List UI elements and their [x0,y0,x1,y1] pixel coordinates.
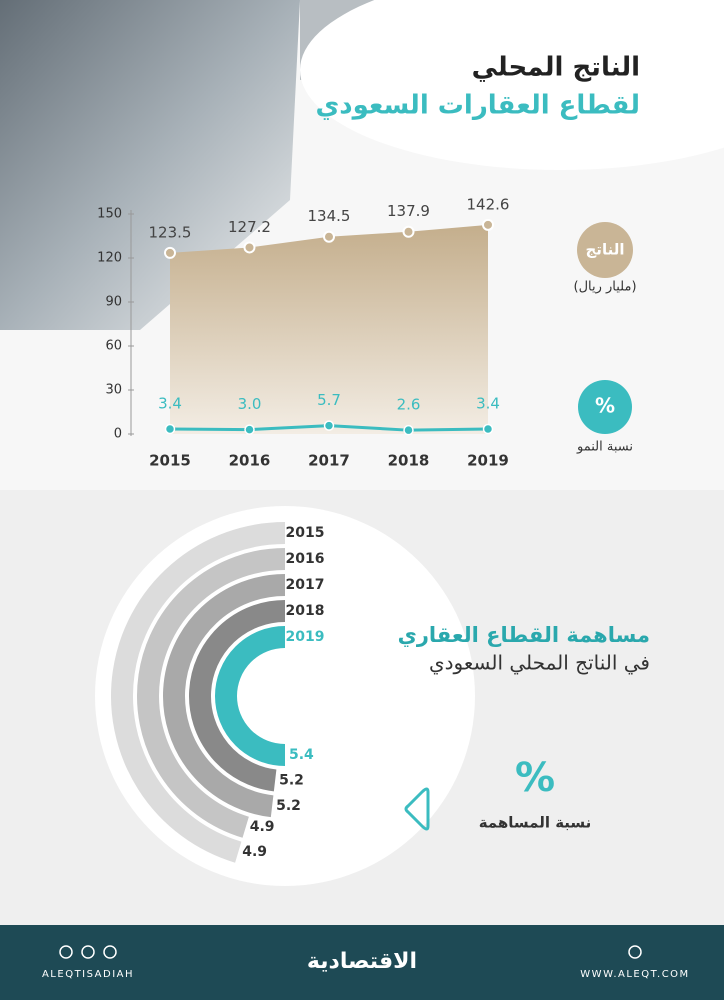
subtitle: لقطاع العقارات السعودي [315,91,640,121]
y-tick-label: 30 [105,383,122,398]
ring-category: 2019 [286,629,325,645]
title: الناتج المحلي [472,53,640,83]
data-label: 137.9 [387,202,430,220]
data-label: 5.2 [279,772,304,788]
data-label: 5.2 [276,798,301,814]
ring-category: 2018 [286,603,325,619]
footer-logo: الاقتصادية [307,949,417,974]
legend-caption: (مليار ريال) [573,280,636,295]
data-label: 5.4 [289,747,314,763]
x-tick-label: 2016 [229,452,271,470]
y-tick-label: 120 [97,251,122,266]
ring-bar [163,574,286,818]
area [170,224,488,434]
y-tick-label: 60 [105,339,122,354]
x-tick-label: 2015 [149,452,191,470]
data-point [164,246,176,259]
unit-label: % [515,755,555,801]
ring-bar [111,522,286,863]
section-subtitle: في الناتج المحلي السعودي [429,651,650,676]
ring-bar [137,548,286,838]
x-tick-label: 2017 [308,452,350,470]
y-tick-label: 90 [105,295,122,310]
data-point [164,423,176,435]
data-label: 5.7 [317,391,341,409]
legend-label: % [595,394,615,418]
building-photo [0,0,300,330]
data-label: 123.5 [149,223,192,241]
footer-website: WWW.ALEQT.COM [580,969,689,980]
x-tick-label: 2018 [388,452,430,470]
data-label: 127.2 [228,218,271,236]
data-point [482,218,494,231]
data-label: 3.4 [476,395,500,413]
data-label: 4.9 [242,844,267,860]
legend-label: الناتج [586,241,625,259]
ring-bar [215,626,286,766]
legend-caption: نسبة النمو [576,440,633,455]
title-backdrop [300,0,724,170]
arrow-icon [404,787,430,831]
ring-category: 2015 [286,525,325,541]
ring-category: 2017 [286,577,325,593]
series-badge [577,222,633,278]
y-tick-label: 150 [97,207,122,222]
footer-handle: ALEQTISADIAH [42,969,134,980]
series-badge [578,380,632,434]
data-label: 4.9 [250,819,275,835]
data-point [323,230,335,243]
data-label: 3.4 [158,395,182,413]
data-label: 2.6 [397,396,421,414]
data-label: 3.0 [238,395,262,413]
data-point [403,424,414,436]
x-tick-label: 2019 [467,452,509,470]
data-point [482,423,494,435]
data-point [243,241,256,254]
ring-bar [189,600,286,792]
data-point [402,225,415,238]
footer-bar [0,925,724,1000]
data-label: 142.6 [467,195,510,213]
data-point [244,424,255,435]
section-title: مساهمة القطاع العقاري [398,623,650,648]
y-tick-label: 0 [114,427,122,442]
data-point [323,420,335,431]
data-label: 134.5 [308,207,351,225]
social-icons [59,945,642,959]
unit-caption: نسبة المساهمة [479,814,592,832]
ring-category: 2016 [286,551,325,567]
